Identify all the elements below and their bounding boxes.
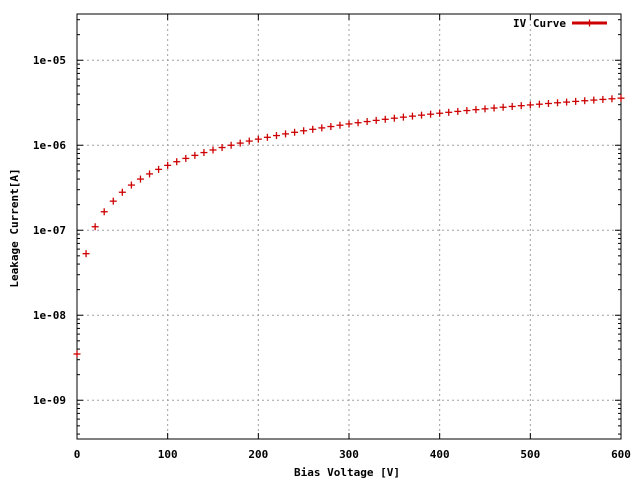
data-point [309,125,317,133]
x-tick-label: 200 [248,448,268,461]
x-tick-labels: 0 100 200 300 400 500 600 [74,448,631,461]
data-point [300,127,308,135]
x-tick-label: 300 [339,448,359,461]
data-point [481,105,489,113]
data-point [472,106,480,114]
data-point [381,115,389,123]
x-tick-label: 100 [158,448,178,461]
legend: IV Curve [513,17,607,30]
data-point [272,132,280,140]
data-point [445,108,453,116]
data-point [155,165,163,173]
data-point [263,133,271,141]
y-tick-labels: 1e-09 1e-08 1e-07 1e-06 1e-05 [33,54,66,407]
data-point [291,128,299,136]
legend-marker [586,19,593,27]
data-point [282,130,290,138]
data-point [390,114,398,122]
data-point [363,118,371,126]
data-point [345,120,353,128]
data-point [544,99,552,107]
data-point [136,175,144,183]
data-point [517,102,525,110]
plot-frame [76,13,622,440]
data-point [82,250,90,258]
y-tick-label: 1e-09 [33,394,66,407]
data-point [499,103,507,111]
data-point [408,112,416,120]
y-tick-label: 1e-06 [33,139,66,152]
data-point [617,94,625,102]
y-tick-label: 1e-08 [33,309,66,322]
data-point [581,97,589,105]
data-point [327,123,335,131]
data-point [427,110,435,118]
data-point [318,124,326,132]
data-point [399,113,407,121]
y-tick-label: 1e-05 [33,54,66,67]
x-tick-label: 500 [520,448,540,461]
data-point [526,101,534,109]
data-point [418,111,426,119]
data-point [254,135,262,143]
y-tick-label: 1e-07 [33,224,66,237]
data-point [118,188,126,196]
x-axis-label: Bias Voltage [V] [294,466,400,479]
data-point [554,99,562,107]
data-point [599,95,607,103]
data-series-iv-curve [73,94,625,358]
data-point [336,121,344,129]
x-tick-label: 400 [430,448,450,461]
data-point [236,139,244,147]
data-point [227,141,235,149]
data-point [164,161,172,169]
data-point [127,181,135,189]
data-point [91,223,99,231]
grid-lines [77,14,621,439]
data-point [436,109,444,117]
data-point [490,104,498,112]
data-point [535,100,543,108]
data-point [608,95,616,103]
data-point [454,107,462,115]
legend-label: IV Curve [513,17,566,30]
data-point [100,208,108,216]
y-axis-label: Leakage Current[A] [8,168,21,287]
data-point [354,119,362,127]
data-point [209,146,217,154]
x-tick-label: 0 [74,448,81,461]
data-point [200,149,208,157]
x-tick-label: 600 [611,448,631,461]
data-point [146,170,154,178]
data-point [508,102,516,110]
data-point [173,158,181,166]
data-point [590,96,598,104]
data-point [572,97,580,105]
data-point [563,98,571,106]
data-point [463,107,471,115]
data-point [245,137,253,145]
data-point [73,350,81,358]
data-point [191,151,199,159]
data-point [182,154,190,162]
data-point [372,116,380,124]
data-point [218,144,226,152]
data-point [109,197,117,205]
